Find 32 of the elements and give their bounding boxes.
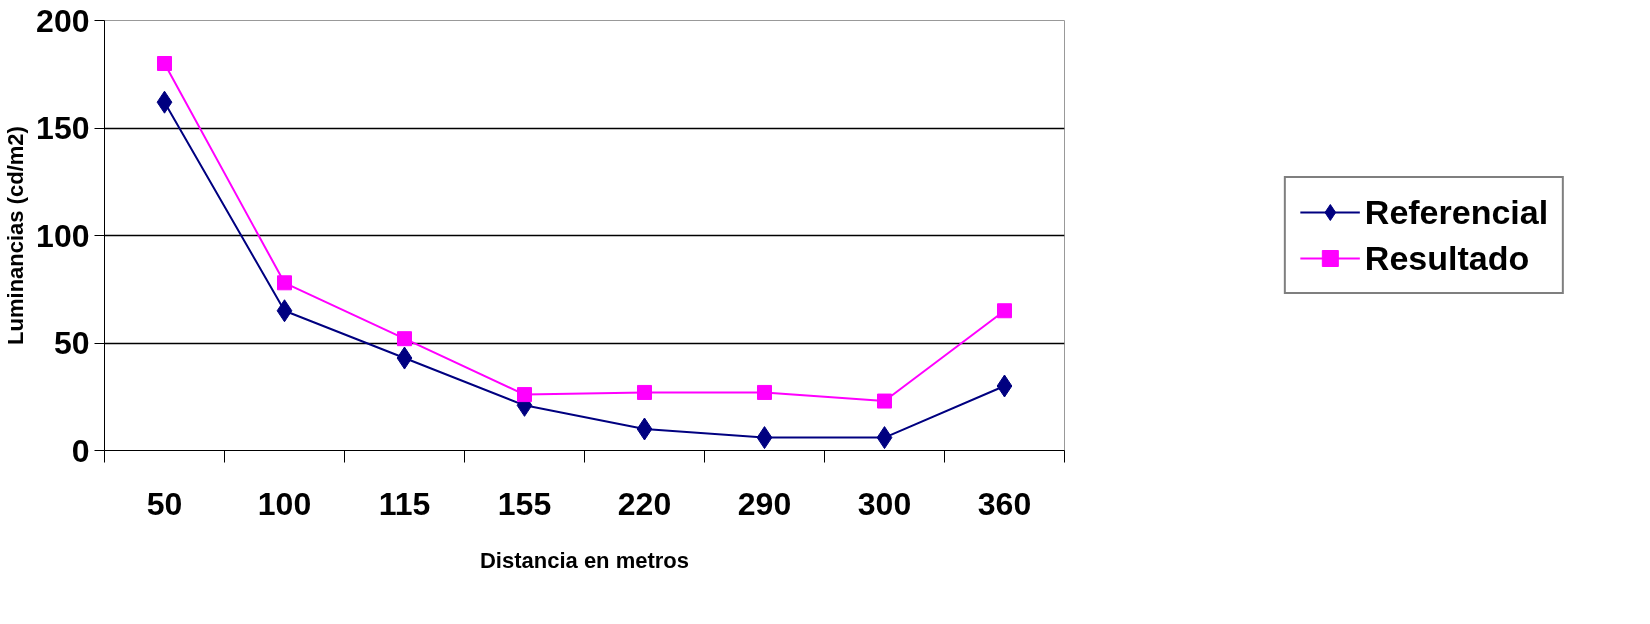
x-tick-label: 360 bbox=[977, 485, 1032, 522]
legend-label: Referencial bbox=[1364, 192, 1549, 232]
x-tick-label: 300 bbox=[857, 485, 912, 522]
y-axis-title: Luminancias (cd/m2) bbox=[3, 126, 29, 345]
point bbox=[997, 303, 1012, 319]
x-tick-label: 290 bbox=[737, 485, 792, 522]
point bbox=[397, 331, 412, 347]
x-tick-label: 50 bbox=[146, 485, 183, 522]
point bbox=[757, 384, 772, 400]
x-tick-label: 220 bbox=[617, 485, 672, 522]
point bbox=[996, 374, 1013, 398]
point bbox=[876, 426, 893, 450]
y-tick-label: 100 bbox=[36, 217, 90, 254]
point bbox=[877, 393, 892, 409]
x-tick-label: 155 bbox=[497, 485, 552, 522]
point bbox=[277, 275, 292, 291]
y-tick-label: 150 bbox=[36, 110, 90, 146]
point bbox=[157, 56, 172, 71]
y-tick-label: 0 bbox=[71, 432, 90, 469]
point bbox=[756, 426, 773, 450]
point bbox=[637, 384, 652, 400]
x-tick-label: 100 bbox=[257, 485, 312, 522]
point bbox=[636, 417, 653, 441]
point bbox=[156, 90, 173, 114]
point bbox=[517, 387, 532, 403]
point bbox=[276, 299, 293, 323]
y-tick-label: 200 bbox=[36, 2, 90, 39]
y-tick-label: 50 bbox=[53, 325, 90, 361]
legend-label: Resultado bbox=[1364, 238, 1530, 278]
x-tick-label: 115 bbox=[378, 485, 431, 522]
point bbox=[396, 346, 413, 370]
x-axis-title: Distancia en metros bbox=[479, 547, 690, 573]
